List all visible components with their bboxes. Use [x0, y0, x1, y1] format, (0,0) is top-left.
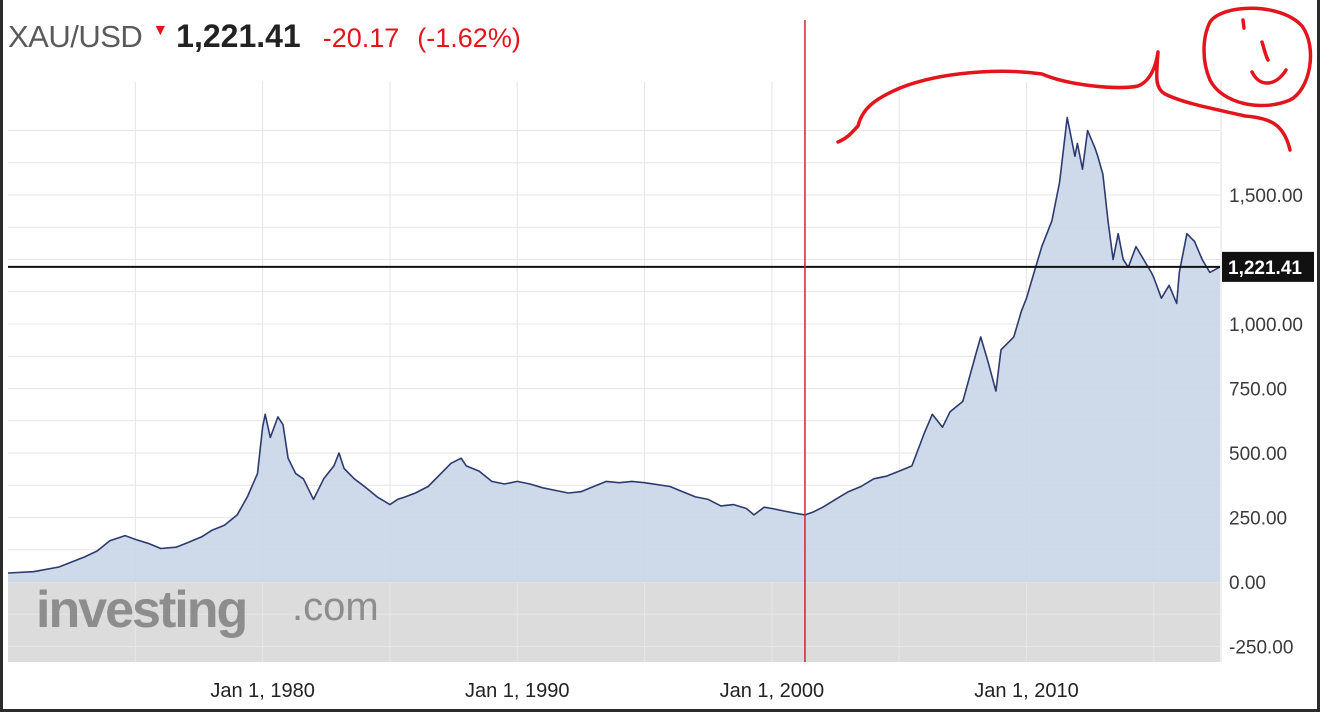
quote-header: XAU/USD ▼ 1,221.41 -20.17 (-1.62%) — [8, 18, 521, 58]
down-arrow-icon: ▼ — [152, 22, 169, 39]
marker-layer — [8, 20, 1220, 662]
x-tick-label: Jan 1, 2000 — [720, 680, 825, 702]
area-fill — [8, 117, 1220, 582]
price-change-percent: (-1.62%) — [417, 23, 521, 53]
x-tick-label: Jan 1, 1980 — [210, 680, 315, 702]
x-tick-label: Jan 1, 2010 — [974, 680, 1079, 702]
investing-watermark: investing .com — [36, 581, 379, 639]
current-price-label-bg — [1222, 251, 1314, 282]
y-tick-label: -250.00 — [1229, 638, 1293, 659]
negative-region — [8, 582, 1220, 662]
price-line[interactable] — [7, 116, 1221, 574]
symbol-label: XAU/USD — [8, 19, 143, 54]
y-axis: -250.00 0.00 250.00 500.00 750.00 1,000.00 1,5… — [1222, 186, 1314, 659]
price-line-layer[interactable] — [7, 116, 1221, 574]
y-tick-label: 1,000.00 — [1229, 315, 1303, 336]
y-tick-label: 500.00 — [1229, 444, 1287, 465]
freehand-curve — [836, 50, 1292, 152]
x-tick-label: Jan 1, 1990 — [465, 680, 570, 702]
y-tick-label: 250.00 — [1229, 509, 1287, 530]
watermark-suffix: .com — [292, 585, 379, 629]
y-tick-label: 1,500.00 — [1229, 186, 1303, 207]
x-axis: Jan 1, 1980 Jan 1, 1990 Jan 1, 2000 Jan 1, … — [210, 680, 1078, 702]
last-price: 1,221.41 — [176, 18, 301, 54]
price-area — [8, 117, 1220, 582]
y-tick-label: 0.00 — [1229, 573, 1266, 594]
smiley-face-icon — [1202, 6, 1313, 108]
hand-drawn-annotation — [836, 6, 1313, 152]
y-tick-label: 750.00 — [1229, 380, 1287, 401]
price-change: -20.17 — [322, 23, 400, 53]
watermark-brand: investing — [36, 581, 246, 639]
current-price-label: 1,221.41 — [1228, 258, 1302, 279]
